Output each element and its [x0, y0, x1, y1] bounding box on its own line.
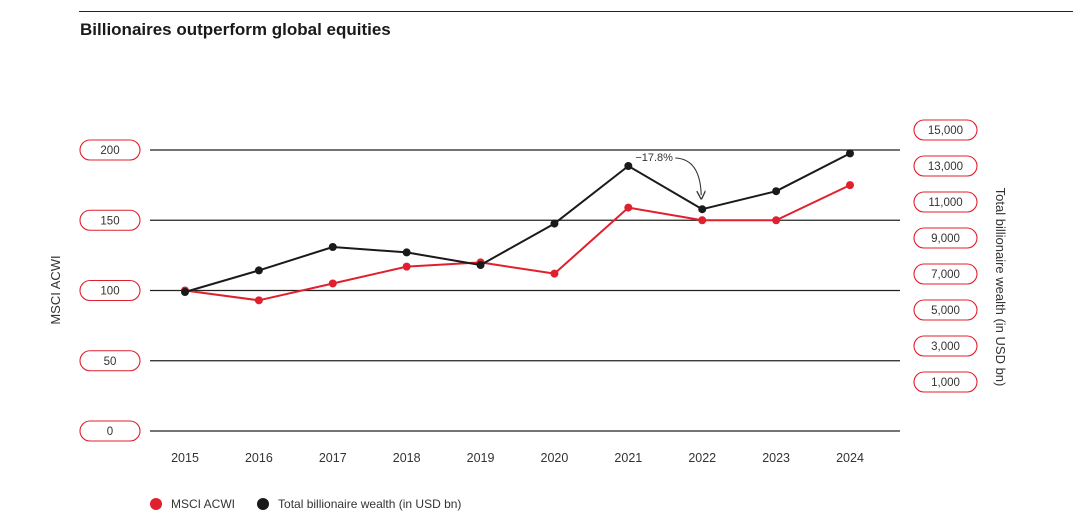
right-tick-label: 11,000: [928, 197, 962, 209]
series-0-point-2016: [254, 296, 263, 305]
left-tick-pill: [79, 350, 141, 372]
right-tick-label: 15,000: [928, 125, 963, 137]
right-axis-ticks: 1,000 3,000 5,000 7,000 9,000 11,000 13,000 15,…: [913, 119, 978, 393]
series-0-point-2024: [846, 181, 854, 190]
left-tick-1: 50: [79, 350, 141, 372]
series-0-point-2021: [624, 203, 633, 212]
right-tick-pill: [913, 191, 978, 213]
right-tick-label: 1,000: [931, 377, 960, 389]
left-tick-pill: [79, 209, 141, 231]
grid-layer: [150, 149, 900, 432]
right-tick-label: 9,000: [931, 233, 960, 245]
top-rule: [79, 11, 1073, 12]
x-tick-label-2015: 2015: [171, 451, 199, 465]
series-0-point-2017: [328, 279, 337, 288]
legend-item-msci: MSCI ACWI: [150, 497, 235, 511]
legend: MSCI ACWI Total billionaire wealth (in U…: [150, 497, 483, 511]
series-line-0: [184, 184, 851, 302]
right-tick-label: 5,000: [931, 305, 960, 317]
left-tick-0: 0: [79, 420, 141, 442]
left-tick-label: 0: [107, 426, 113, 438]
right-tick-6: 13,000: [913, 155, 978, 177]
legend-item-wealth: Total billionaire wealth (in USD bn): [257, 497, 461, 511]
left-axis-title: MSCI ACWI: [48, 255, 63, 324]
left-tick-2: 100: [79, 279, 141, 302]
annotation-layer: −17.8%: [635, 152, 701, 195]
annotation-0: −17.8%: [635, 152, 701, 195]
series-0-point-2023: [772, 216, 781, 225]
left-tick-label: 150: [100, 215, 119, 227]
left-tick-label: 200: [100, 145, 119, 157]
right-tick-label: 13,000: [928, 161, 963, 173]
x-tick-label-2021: 2021: [614, 451, 642, 465]
series-1: [181, 149, 854, 296]
left-tick-label: 100: [100, 286, 119, 298]
legend-dot-msci: [150, 498, 162, 510]
series-1-point-2021: [624, 162, 633, 170]
right-tick-7: 15,000: [913, 119, 978, 141]
x-tick-label-2016: 2016: [245, 451, 273, 465]
series-layer: [181, 149, 854, 305]
series-line-1: [184, 152, 851, 293]
annotation-arrow: [675, 157, 701, 195]
chart-title: Billionaires outperform global equities: [80, 20, 391, 39]
left-tick-4: 200: [79, 139, 141, 161]
x-axis-ticks: 2015 2016 2017 2018 2019 2020 2021 2022 2023 2024: [171, 451, 864, 465]
right-tick-4: 9,000: [913, 227, 978, 249]
legend-label-wealth: Total billionaire wealth (in USD bn): [278, 497, 462, 511]
series-1-point-2024: [846, 149, 854, 158]
right-tick-5: 11,000: [913, 191, 978, 213]
left-tick-label: 50: [104, 356, 117, 368]
series-0: [181, 181, 854, 305]
right-tick-label: 3,000: [931, 341, 960, 353]
right-tick-pill: [913, 335, 978, 357]
left-tick-pill: [79, 139, 141, 161]
x-tick-label-2024: 2024: [836, 451, 864, 465]
x-tick-label-2018: 2018: [393, 451, 421, 465]
left-axis-ticks: 0 50 100 150 200: [79, 139, 141, 442]
right-tick-pill: [913, 263, 978, 285]
right-tick-2: 5,000: [913, 299, 978, 321]
right-tick-label: 7,000: [931, 269, 960, 281]
series-1-point-2015: [181, 288, 189, 296]
right-tick-3: 7,000: [913, 263, 978, 285]
right-tick-pill: [913, 299, 978, 321]
series-1-point-2020: [550, 219, 559, 228]
right-tick-0: 1,000: [913, 371, 978, 393]
right-axis-title: Total billionaire wealth (in USD bn): [993, 188, 1008, 387]
right-tick-1: 3,000: [913, 335, 978, 357]
annotation-label: −17.8%: [635, 152, 673, 164]
legend-label-msci: MSCI ACWI: [171, 497, 236, 511]
x-tick-label-2023: 2023: [762, 451, 790, 465]
series-1-point-2016: [254, 266, 263, 275]
x-tick-label-2022: 2022: [688, 451, 716, 465]
series-0-point-2020: [550, 269, 559, 278]
series-0-point-2018: [402, 262, 411, 271]
series-1-point-2017: [328, 243, 337, 251]
series-1-point-2019: [476, 261, 485, 269]
left-tick-pill: [79, 279, 141, 302]
series-1-point-2023: [772, 187, 781, 196]
x-tick-label-2019: 2019: [467, 451, 495, 465]
series-1-point-2022: [698, 205, 707, 214]
right-tick-pill: [913, 227, 978, 249]
x-tick-label-2017: 2017: [319, 451, 347, 465]
left-tick-3: 150: [79, 209, 141, 231]
legend-dot-wealth: [257, 498, 270, 510]
left-tick-pill: [79, 420, 141, 442]
series-0-point-2022: [698, 216, 707, 225]
right-tick-pill: [913, 371, 978, 393]
series-1-point-2018: [402, 248, 411, 257]
right-tick-pill: [913, 119, 978, 141]
x-tick-label-2020: 2020: [541, 451, 569, 465]
right-tick-pill: [913, 155, 978, 177]
